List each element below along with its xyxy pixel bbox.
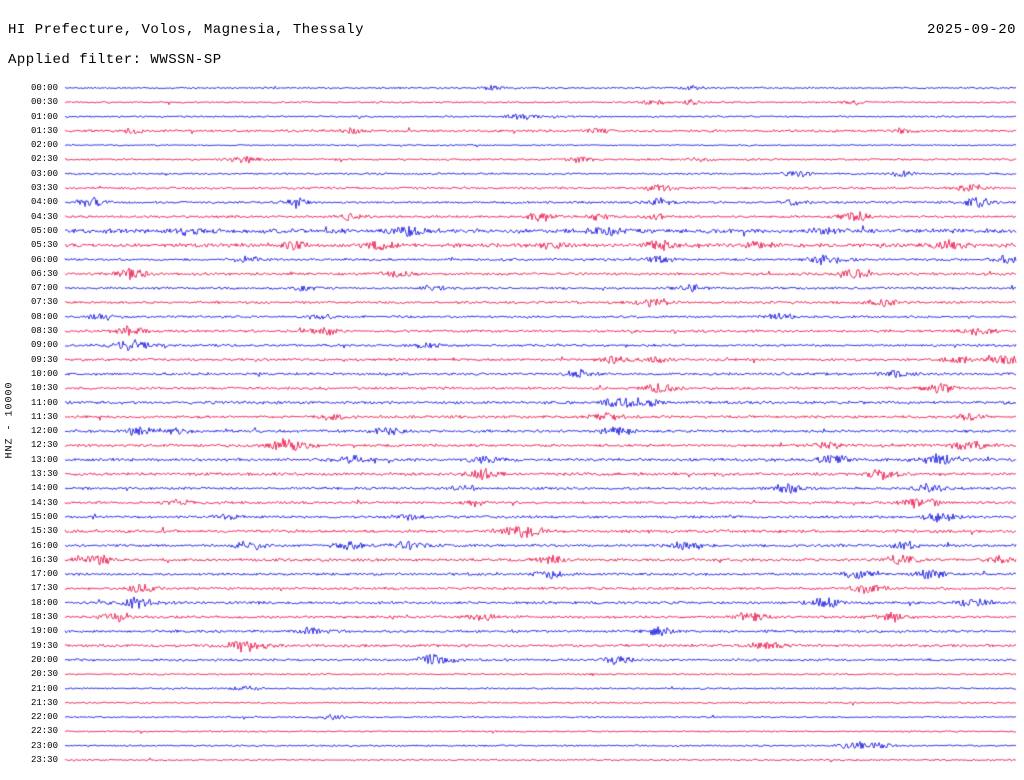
time-label: 13:30 — [30, 469, 58, 480]
time-label: 18:00 — [30, 597, 58, 608]
time-label: 05:00 — [30, 225, 58, 236]
time-label: 00:30 — [30, 97, 58, 108]
time-label: 16:30 — [30, 554, 58, 565]
time-label: 21:00 — [30, 683, 58, 694]
time-label: 09:00 — [30, 340, 58, 351]
time-label: 22:30 — [30, 726, 58, 737]
time-label: 10:30 — [30, 383, 58, 394]
time-label: 17:30 — [30, 583, 58, 594]
time-label: 18:30 — [30, 612, 58, 623]
time-label: 00:00 — [30, 83, 58, 93]
time-label: 01:00 — [30, 111, 58, 122]
time-label: 07:30 — [30, 297, 58, 308]
time-label: 16:00 — [30, 540, 58, 551]
time-label: 11:00 — [30, 397, 58, 408]
time-label: 04:30 — [30, 211, 58, 222]
time-label: 07:00 — [30, 283, 58, 294]
time-label: 15:30 — [30, 526, 58, 537]
time-label: 19:00 — [30, 626, 58, 637]
time-label: 12:30 — [30, 440, 58, 451]
time-label: 03:00 — [30, 168, 58, 179]
applied-filter-label: Applied filter: WWSSN-SP — [8, 52, 222, 68]
time-label: 17:00 — [30, 569, 58, 580]
time-label: 05:30 — [30, 240, 58, 251]
time-label: 08:30 — [30, 326, 58, 337]
time-label: 08:00 — [30, 311, 58, 322]
time-label: 20:30 — [30, 669, 58, 680]
time-label: 23:30 — [30, 755, 58, 765]
record-date: 2025-09-20 — [926, 22, 1016, 38]
time-label: 02:00 — [30, 140, 58, 151]
time-label: 01:30 — [30, 125, 58, 136]
time-label: 15:00 — [30, 511, 58, 522]
time-label: 06:00 — [30, 254, 58, 265]
time-label: 21:30 — [30, 697, 58, 708]
time-label: 23:00 — [30, 740, 58, 751]
time-label: 11:30 — [30, 411, 58, 422]
time-labels-column: 00:00 00:30 01:00 01:30 02:00 02:30 03:00 03:30… — [0, 0, 60, 780]
time-label: 03:30 — [30, 183, 58, 194]
station-title: HI Prefecture, Volos, Magnesia, Thessaly — [8, 22, 365, 38]
time-label: 02:30 — [30, 154, 58, 165]
time-label: 09:30 — [30, 354, 58, 365]
time-label: 12:00 — [30, 426, 58, 437]
time-label: 20:00 — [30, 654, 58, 665]
time-label: 22:00 — [30, 712, 58, 723]
time-label: 10:00 — [30, 368, 58, 379]
time-label: 14:30 — [30, 497, 58, 508]
time-label: 06:30 — [30, 268, 58, 279]
time-label: 13:00 — [30, 454, 58, 465]
time-label: 19:30 — [30, 640, 58, 651]
time-label: 14:00 — [30, 483, 58, 494]
time-label: 04:00 — [30, 197, 58, 208]
